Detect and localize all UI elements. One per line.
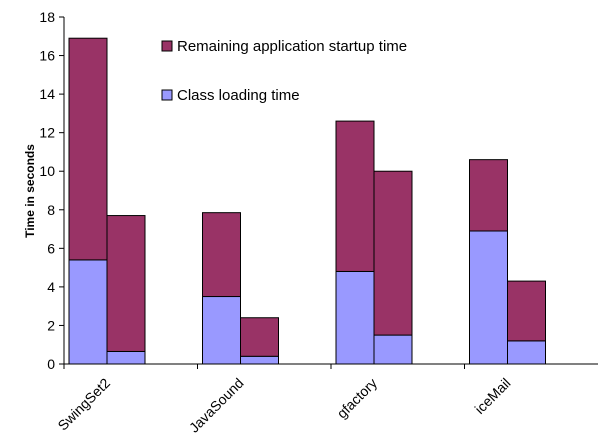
- bar-segment-class-loading: [469, 230, 508, 365]
- bar-segment-remaining-startup: [469, 159, 508, 232]
- bar-segment-class-loading: [507, 340, 546, 365]
- y-tick-label: 6: [47, 240, 55, 256]
- bar-segment-class-loading: [68, 259, 108, 365]
- bar-segment-remaining-startup: [373, 170, 413, 336]
- bars: [68, 37, 546, 365]
- legend-label: Class loading time: [177, 87, 300, 104]
- y-tick-label: 16: [39, 48, 55, 64]
- bar-segment-class-loading: [202, 296, 241, 365]
- bar-segment-remaining-startup: [202, 212, 241, 298]
- bar-segment-class-loading: [240, 355, 279, 365]
- x-category-label: SwingSet2: [54, 375, 113, 434]
- bar-segment-remaining-startup: [106, 215, 146, 352]
- x-category-label: iceMail: [471, 375, 513, 417]
- y-tick-label: 4: [47, 279, 55, 295]
- y-tick-label: 12: [39, 125, 55, 141]
- y-tick-label: 0: [47, 356, 55, 372]
- legend-swatch: [161, 40, 173, 52]
- bar-segment-remaining-startup: [335, 120, 375, 272]
- x-category-label: JavaSound: [186, 375, 247, 436]
- bar-segment-remaining-startup: [507, 280, 546, 342]
- bar-segment-class-loading: [373, 334, 413, 365]
- y-tick-label: 18: [39, 9, 55, 25]
- x-category-label: gfactory: [334, 375, 381, 422]
- bar-segment-remaining-startup: [240, 317, 279, 357]
- legend: Remaining application startup time Class …: [161, 38, 407, 104]
- y-axis-label: Time in seconds: [23, 144, 37, 238]
- bar-segment-class-loading: [106, 350, 146, 365]
- y-tick-label: 14: [39, 86, 55, 102]
- bar-segment-class-loading: [335, 270, 375, 365]
- bar-segment-remaining-startup: [68, 37, 108, 261]
- legend-label: Remaining application startup time: [177, 38, 407, 55]
- legend-swatch: [161, 89, 173, 101]
- y-tick-label: 10: [39, 163, 55, 179]
- y-tick-label: 8: [47, 202, 55, 218]
- y-tick-label: 2: [47, 317, 55, 333]
